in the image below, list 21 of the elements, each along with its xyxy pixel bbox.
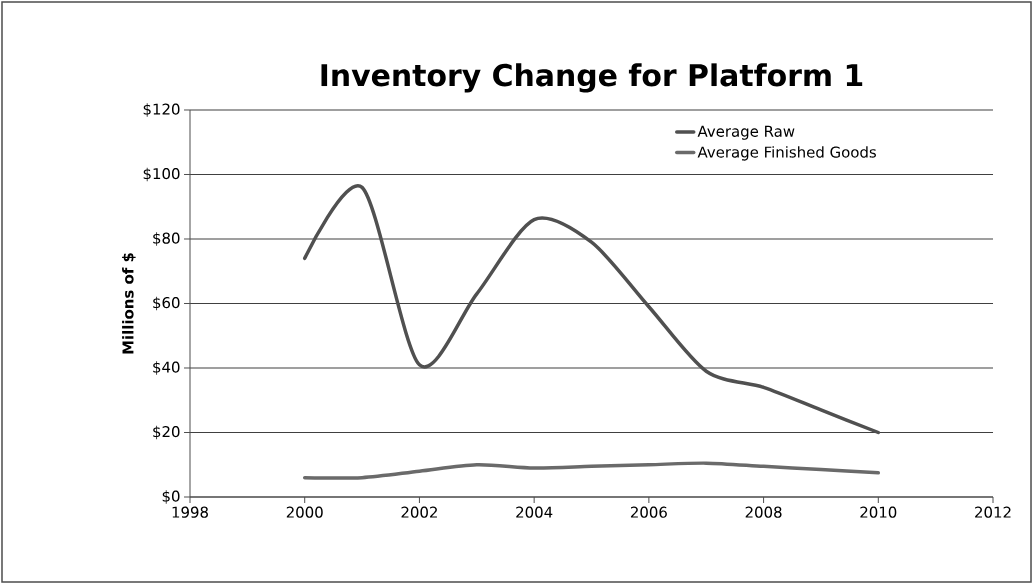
y-tick-label: $20 [153, 425, 180, 440]
x-tick-label: 2012 [975, 506, 1011, 518]
legend-label: Average Raw [697, 125, 795, 140]
y-tick-label: $40 [153, 361, 180, 375]
line-series [302, 184, 881, 435]
x-tick-label: 2000 [286, 506, 323, 518]
x-tick-label: 2010 [860, 506, 897, 518]
chart-title: Inventory Change for Platform 1 [321, 63, 863, 93]
legend-label: Average Finished Goods [697, 146, 876, 161]
x-tick-label: 2006 [630, 506, 667, 518]
line-series [302, 461, 881, 480]
x-tick-label: 1998 [172, 506, 208, 518]
y-tick-label: $0 [162, 490, 180, 504]
x-tick-label: 2002 [401, 506, 437, 518]
y-tick-label: $80 [153, 232, 180, 246]
x-tick-label: 2008 [745, 506, 782, 518]
x-tick-label: 2004 [516, 506, 553, 518]
y-tick-label: $100 [143, 167, 180, 182]
y-tick-label: $120 [143, 103, 180, 117]
y-axis-title: Millions of $ [122, 253, 136, 354]
y-tick-label: $60 [153, 296, 180, 311]
